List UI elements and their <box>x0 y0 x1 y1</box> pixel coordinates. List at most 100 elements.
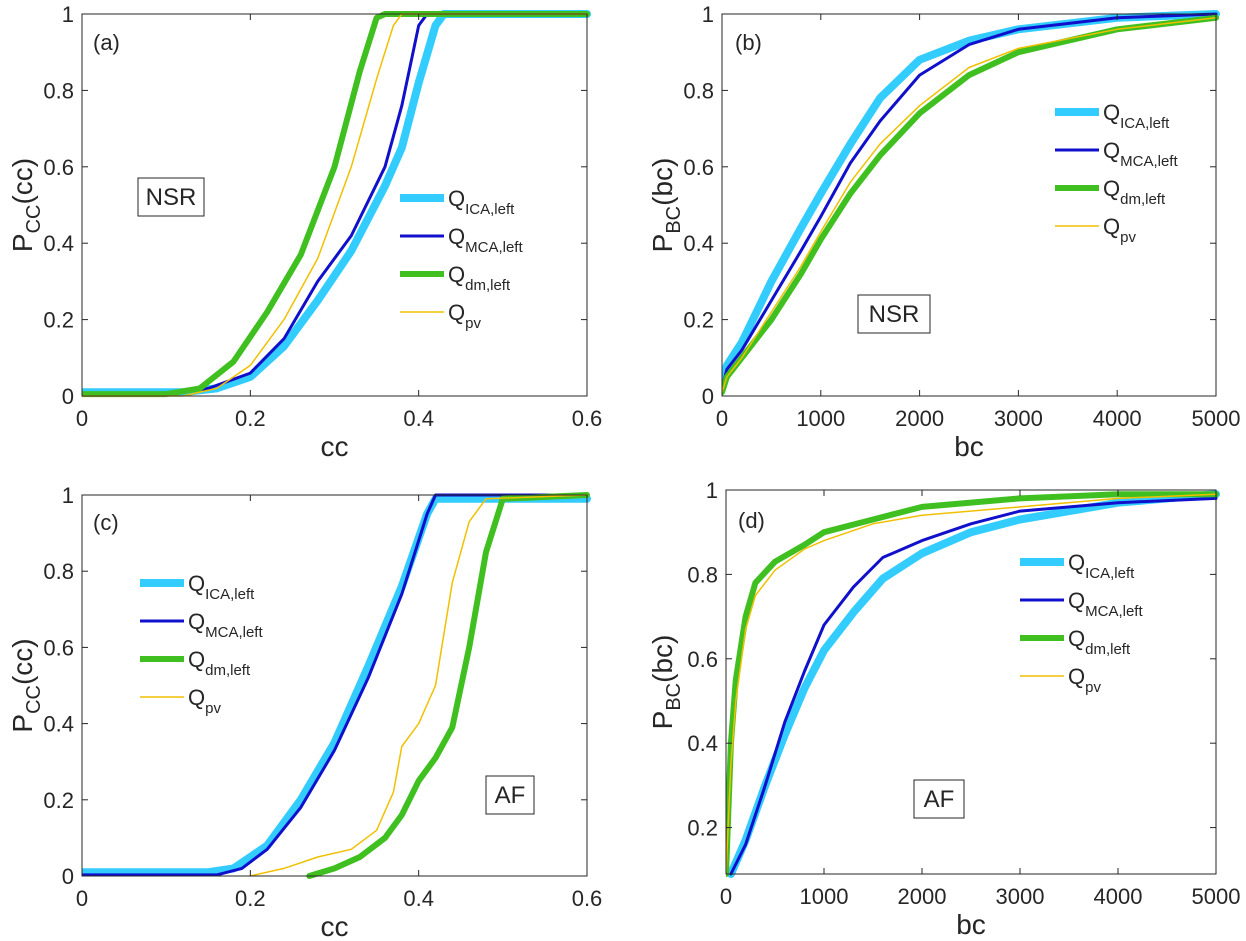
panel-label: (c) <box>93 510 119 535</box>
annotation-box <box>857 294 931 334</box>
legend-entry-name: Q <box>1103 100 1120 125</box>
annotation-label: AF <box>924 786 955 813</box>
x-tick-label: 1000 <box>800 884 849 909</box>
x-tick-label: 0.4 <box>403 406 434 431</box>
series-line-MCA-left <box>729 496 1218 876</box>
y-tick-label: 0.2 <box>43 308 74 333</box>
x-tick-label: 5000 <box>1192 884 1241 909</box>
legend-entry-sub: pv <box>1085 679 1101 696</box>
legend-entry-label: Qdm,left <box>188 647 251 679</box>
legend-entry-sub: dm,left <box>1120 191 1166 208</box>
legend-entry-name: Q <box>448 300 465 325</box>
x-tick-label: 5000 <box>1192 406 1241 431</box>
legend-entry-sub: ICA,left <box>205 586 255 603</box>
y-axis-label-sub: BC <box>663 683 685 711</box>
legend-entry-label: Qpv <box>448 300 481 332</box>
axes-frame <box>721 13 1217 397</box>
legend-entry-name: Q <box>1068 550 1085 575</box>
legend-entry-sub: dm,left <box>1085 641 1131 658</box>
y-tick-label: 0.8 <box>683 78 714 103</box>
series-group <box>722 10 1220 396</box>
legend-entry-name: Q <box>1068 588 1085 613</box>
y-tick-label: 0.2 <box>683 308 714 333</box>
series-line-MCA-left <box>722 12 1218 390</box>
annotation-label: NSR <box>869 301 920 328</box>
y-tick-label: 0.6 <box>683 155 714 180</box>
annotation-label: NSR <box>146 184 197 211</box>
legend-entry-sub: MCA,left <box>1085 603 1143 620</box>
x-tick-label: 3000 <box>994 406 1043 431</box>
legend-entry-name: Q <box>1068 626 1085 651</box>
legend-entry-sub: pv <box>205 700 221 717</box>
legend-entry-name: Q <box>188 685 205 710</box>
x-tick-label: 0 <box>720 884 732 909</box>
panel-b: 0 1000 2000 3000 4000 5000 0 0.2 0.4 0.6 0.8 1 bc PBC… <box>647 2 1240 462</box>
legend-entry-label: QICA,left <box>1103 100 1170 132</box>
legend-entry-label: Qdm,left <box>448 262 511 294</box>
x-tick-label: 0 <box>716 406 728 431</box>
y-axis-label-main: P <box>647 234 678 253</box>
axes-frame <box>725 489 1217 875</box>
y-tick-label: 0.2 <box>43 788 74 813</box>
y-axis-label-arg: (bc) <box>647 158 678 206</box>
legend-entry-label: Qdm,left <box>1068 626 1131 658</box>
legend-entry-sub: pv <box>465 315 481 332</box>
x-axis-label: bc <box>956 909 986 940</box>
x-tick-label: 0.2 <box>235 886 266 911</box>
axes-frame <box>81 494 588 877</box>
x-tick-label: 0.2 <box>235 406 266 431</box>
series-line-dm-left <box>726 491 1219 877</box>
legend-entry-name: Q <box>188 609 205 634</box>
y-axis-label-sub: CC <box>23 685 45 714</box>
y-tick-label: 1 <box>62 483 74 508</box>
annotation-box <box>913 779 965 819</box>
y-tick-label: 0.4 <box>687 731 718 756</box>
y-tick-label: 0.8 <box>687 562 718 587</box>
series-line-pv <box>82 13 588 397</box>
y-tick-label: 0 <box>62 384 74 409</box>
series-line-dm-left <box>82 11 590 398</box>
panel-d: 0 1000 2000 3000 4000 50000.20.40.60.81bcPBC(… <box>647 478 1240 940</box>
legend-entry-name: Q <box>188 647 205 672</box>
y-tick-label: 0.4 <box>43 712 74 737</box>
legend-entry-sub: pv <box>1120 229 1136 246</box>
series-group <box>82 10 591 398</box>
x-tick-label: 1000 <box>796 406 845 431</box>
y-axis-label-sub: BC <box>663 206 685 234</box>
legend-entry-label: QMCA,left <box>188 609 263 641</box>
y-tick-label: 0.6 <box>43 155 74 180</box>
legend-entry-name: Q <box>1068 664 1085 689</box>
y-tick-label: 1 <box>706 478 718 503</box>
annotation-label: AF <box>495 782 526 809</box>
legend-entry-label: QICA,left <box>188 571 255 603</box>
legend-entry-sub: ICA,left <box>465 201 515 218</box>
y-tick-label: 0.8 <box>43 559 74 584</box>
y-tick-label: 0.4 <box>683 231 714 256</box>
panel-label: (d) <box>738 508 765 533</box>
y-axis-label-arg: (cc) <box>7 158 38 205</box>
y-axis-label: PBC(bc) <box>647 635 685 730</box>
x-tick-label: 4000 <box>1093 406 1142 431</box>
legend-entry-sub: dm,left <box>465 277 511 294</box>
y-tick-label: 1 <box>62 2 74 27</box>
x-tick-label: 0 <box>76 406 88 431</box>
x-tick-label: 0.4 <box>403 886 434 911</box>
legend-entry-name: Q <box>448 224 465 249</box>
y-axis-label-sub: CC <box>23 205 45 234</box>
series-line-MCA-left <box>82 493 589 877</box>
x-tick-label: 4000 <box>1094 884 1143 909</box>
legend-entry-label: Qdm,left <box>1103 176 1166 208</box>
y-axis-label-arg: (bc) <box>647 635 678 683</box>
legend-entry-sub: MCA,left <box>205 624 263 641</box>
legend-entry-name: Q <box>448 262 465 287</box>
series-group <box>82 492 591 879</box>
legend-entry-label: QICA,left <box>448 186 515 218</box>
series-group <box>726 490 1220 878</box>
y-tick-label: 0 <box>702 384 714 409</box>
y-axis-label: PCC(cc) <box>7 158 45 252</box>
y-axis-label: PBC(bc) <box>647 158 685 253</box>
